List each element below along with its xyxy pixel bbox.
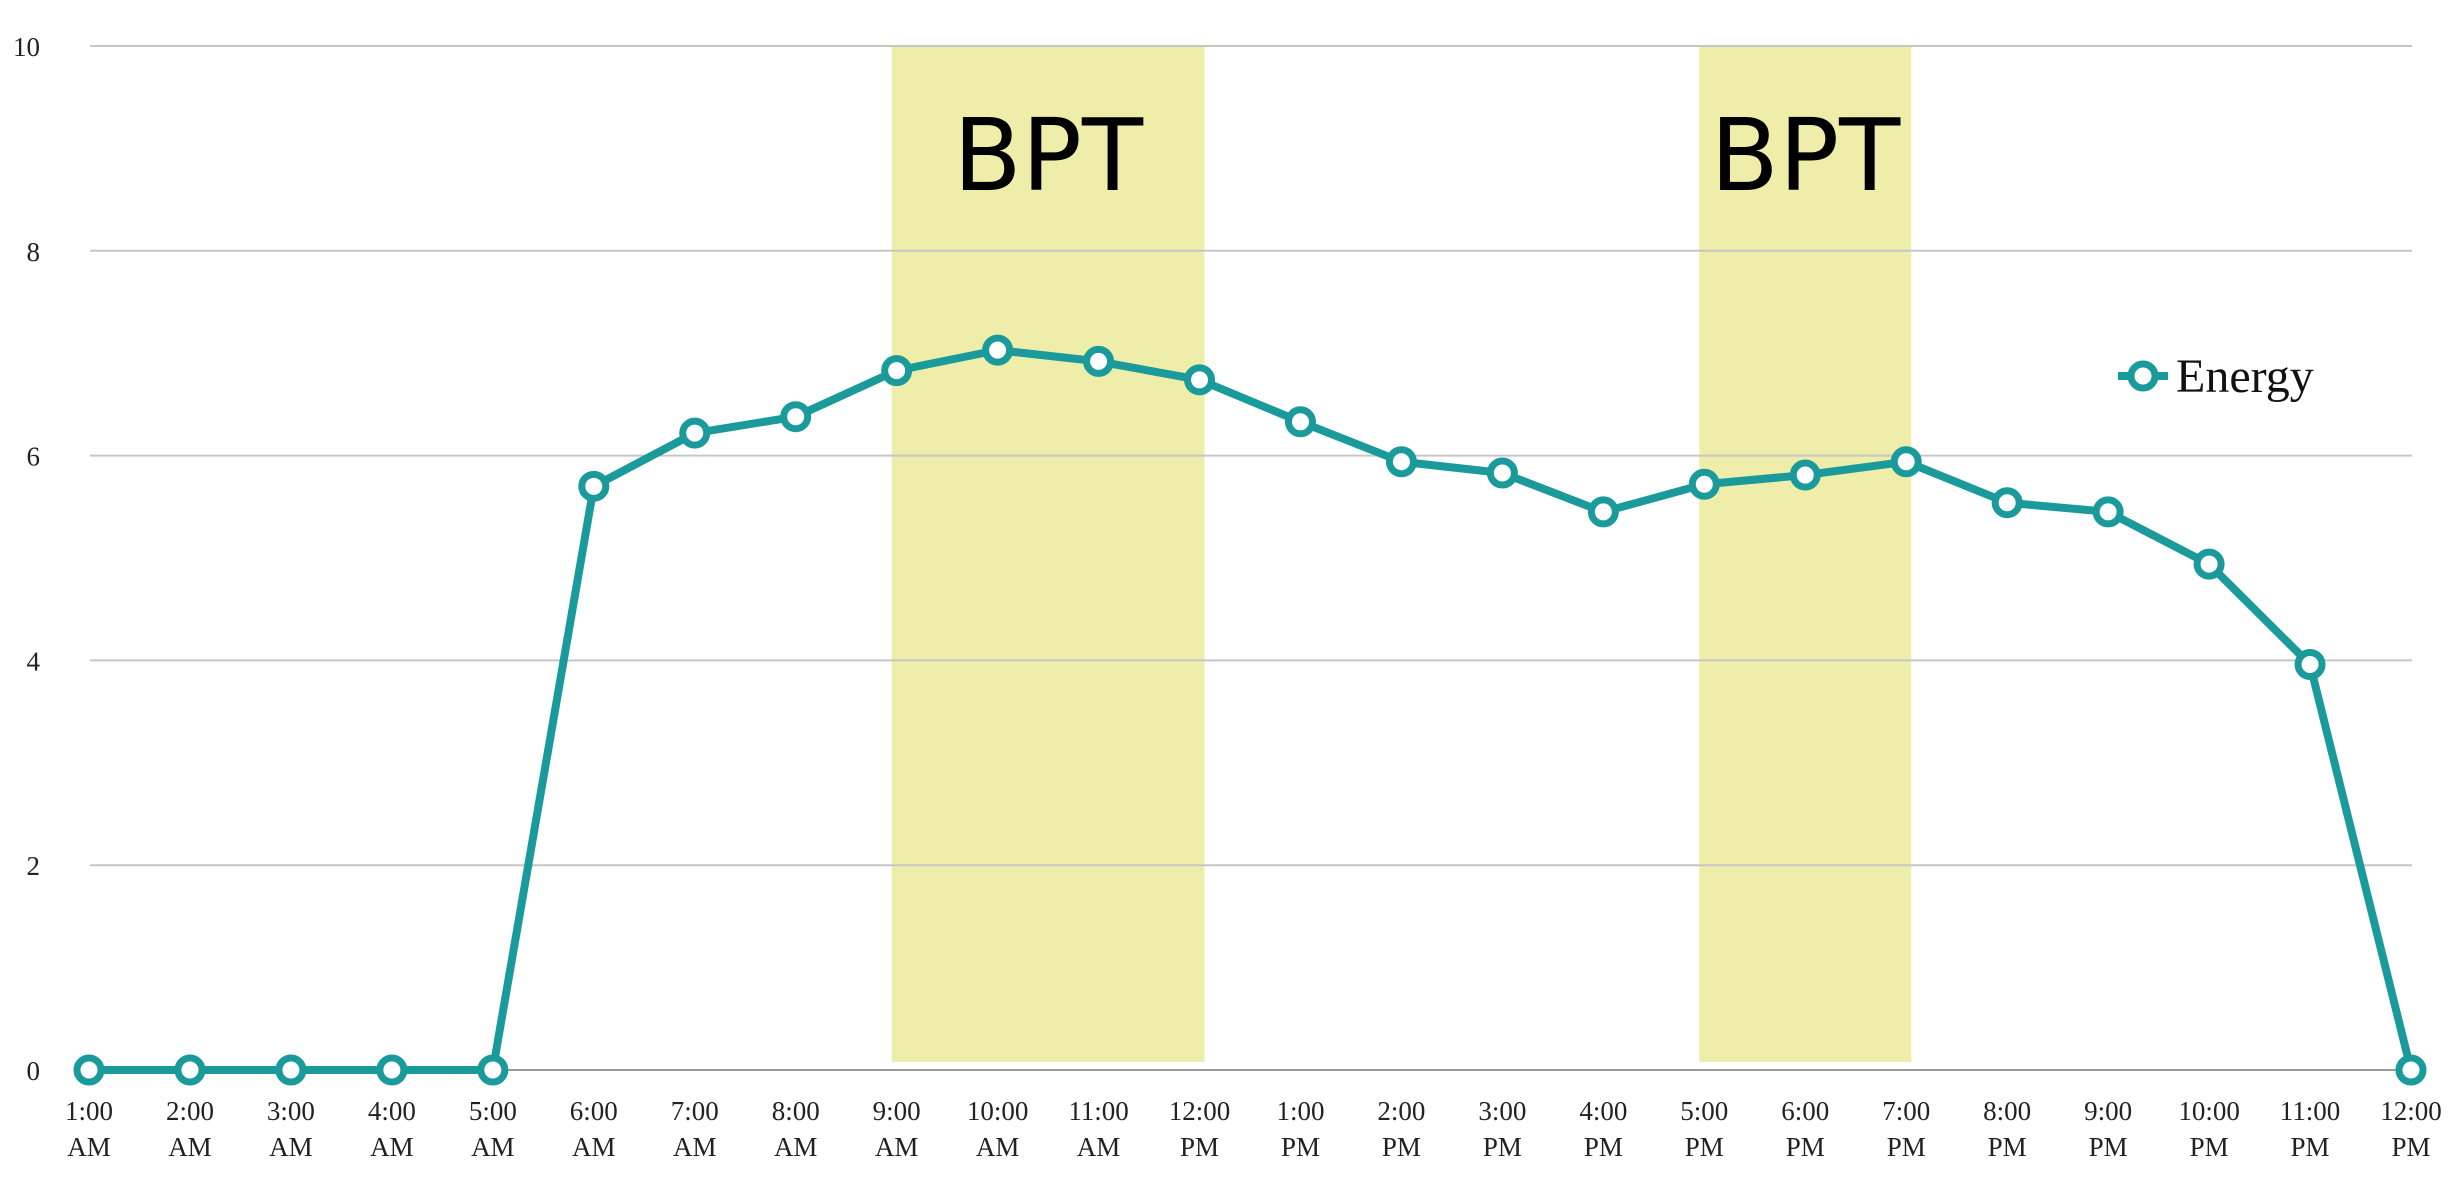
data-point [881, 355, 913, 387]
data-point [275, 1054, 307, 1086]
x-tick-label: 6:00 AM [570, 1096, 618, 1162]
y-tick-label: 0 [27, 1056, 41, 1086]
data-point [1385, 446, 1417, 478]
data-point [1284, 406, 1316, 438]
data-point [477, 1054, 509, 1086]
x-tick-label: 8:00 PM [1983, 1096, 2031, 1162]
x-tick-label: 12:00 PM [1169, 1096, 1231, 1162]
data-point [2193, 548, 2225, 580]
x-tick-label: 4:00 AM [368, 1096, 416, 1162]
x-tick-label: 1:00 PM [1276, 1096, 1324, 1162]
data-point [1890, 446, 1922, 478]
x-tick-label: 9:00 PM [2084, 1096, 2132, 1162]
gridlines [90, 45, 2412, 1071]
highlight-band-1 [891, 46, 1205, 1062]
highlight-band-label: BPT [1710, 97, 1901, 214]
x-tick-label: 7:00 PM [1882, 1096, 1930, 1162]
series-layer [73, 334, 2427, 1086]
x-tick-label: 2:00 AM [166, 1096, 214, 1162]
data-point [73, 1054, 105, 1086]
highlight-band-2 [1699, 46, 1912, 1062]
x-tick-label: 9:00 AM [873, 1096, 921, 1162]
data-point [1991, 487, 2023, 519]
y-tick-label: 6 [27, 442, 41, 472]
y-tick-label: 4 [27, 646, 41, 676]
x-tick-label: 10:00 AM [967, 1096, 1029, 1162]
data-point [1083, 345, 1115, 377]
x-tick-label: 4:00 PM [1579, 1096, 1627, 1162]
legend: Energy [2118, 350, 2314, 403]
data-point [780, 401, 812, 433]
data-point [1789, 459, 1821, 491]
x-tick-label: 11:00 PM [2280, 1096, 2341, 1162]
data-point [679, 417, 711, 449]
x-tick-label: 8:00 AM [772, 1096, 820, 1162]
x-tick-label: 12:00 PM [2380, 1096, 2442, 1162]
data-point [1587, 496, 1619, 528]
x-tick-label: 5:00 AM [469, 1096, 517, 1162]
highlight-bands: BPT BPT [891, 46, 1912, 1062]
legend-label: Energy [2176, 350, 2314, 403]
y-tick-label: 10 [13, 32, 40, 62]
data-point [1688, 468, 1720, 500]
data-point [982, 334, 1014, 366]
x-tick-label: 3:00 AM [267, 1096, 315, 1162]
x-tick-label: 11:00 AM [1068, 1096, 1129, 1162]
data-point [2395, 1054, 2427, 1086]
x-tick-label: 1:00 AM [65, 1096, 113, 1162]
axes: 0 2 4 6 8 10 1:00 AM 2:00 AM 3:00 AM 4:00 AM 5:00 AM 6:0… [13, 32, 2442, 1162]
x-tick-label: 10:00 PM [2178, 1096, 2240, 1162]
data-point [2092, 496, 2124, 528]
data-point [376, 1054, 408, 1086]
legend-marker-swatch [2127, 360, 2159, 392]
series-line-energy [85, 346, 2415, 1074]
highlight-band-label: BPT [953, 97, 1144, 214]
data-point [578, 470, 610, 502]
x-tick-label: 3:00 PM [1478, 1096, 1526, 1162]
x-tick-label: 6:00 PM [1781, 1096, 1829, 1162]
data-point [174, 1054, 206, 1086]
y-tick-label: 2 [27, 851, 41, 881]
data-point [1184, 364, 1216, 396]
data-point [2294, 648, 2326, 680]
y-tick-label: 8 [27, 237, 41, 267]
x-tick-label: 7:00 AM [671, 1096, 719, 1162]
data-point [1486, 457, 1518, 489]
x-tick-label: 2:00 PM [1377, 1096, 1425, 1162]
x-tick-label: 5:00 PM [1680, 1096, 1728, 1162]
